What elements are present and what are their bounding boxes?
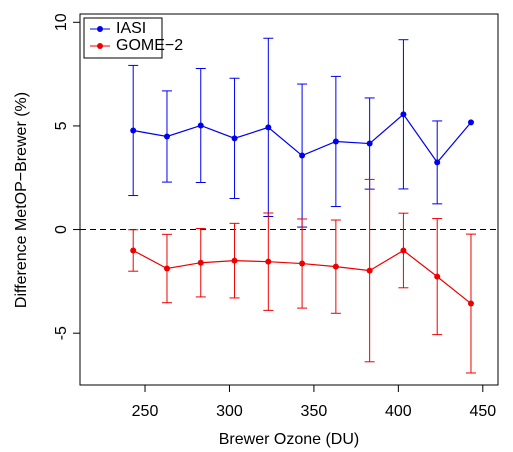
data-point <box>163 265 170 272</box>
data-point <box>366 267 373 274</box>
legend-label: GOME−2 <box>116 37 183 54</box>
data-point <box>130 127 137 134</box>
data-point <box>332 138 339 145</box>
legend-marker <box>97 43 103 49</box>
y-tick-label: 5 <box>53 121 70 130</box>
x-axis-label: Brewer Ozone (DU) <box>219 431 359 448</box>
data-point <box>197 122 204 129</box>
x-tick-label: 300 <box>216 403 243 420</box>
y-tick-label: -5 <box>53 326 70 340</box>
data-point <box>163 133 170 140</box>
x-tick-label: 350 <box>301 403 328 420</box>
x-tick-label: 450 <box>469 403 496 420</box>
data-point <box>400 111 407 118</box>
data-point <box>434 159 441 166</box>
data-point <box>467 300 474 307</box>
data-point <box>231 257 238 264</box>
data-point <box>130 247 137 254</box>
legend-label: IASI <box>116 20 146 37</box>
y-axis-label: Difference MetOP−Brewer (%) <box>13 92 30 308</box>
data-point <box>265 258 272 265</box>
data-point <box>299 260 306 267</box>
x-tick-label: 400 <box>385 403 412 420</box>
legend-marker <box>97 26 103 32</box>
data-point <box>467 119 474 126</box>
y-tick-label: 0 <box>53 225 70 234</box>
data-point <box>366 140 373 147</box>
data-point <box>434 273 441 280</box>
x-tick-label: 250 <box>132 403 159 420</box>
plot-frame <box>79 13 499 386</box>
data-point <box>332 263 339 270</box>
data-point <box>265 124 272 131</box>
data-point <box>197 259 204 266</box>
data-point <box>400 247 407 254</box>
data-point <box>299 152 306 159</box>
legend-box <box>83 17 163 59</box>
y-tick-label: 10 <box>53 13 70 31</box>
data-point <box>231 135 238 142</box>
